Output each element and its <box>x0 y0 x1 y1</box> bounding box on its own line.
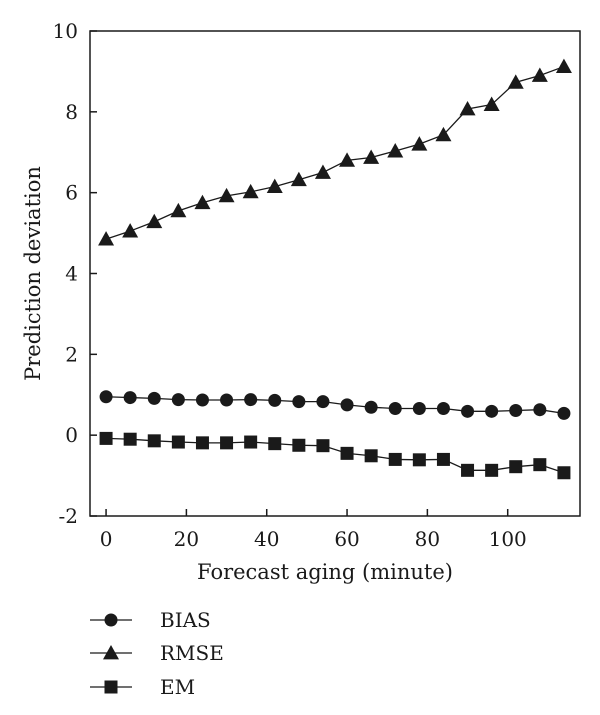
data-point-em <box>195 436 209 450</box>
data-point-bias <box>533 403 547 417</box>
data-point-em <box>316 439 330 453</box>
data-point-rmse <box>387 143 404 158</box>
data-point-em <box>485 463 499 477</box>
data-point-em <box>99 431 113 445</box>
data-point-rmse <box>435 126 452 142</box>
data-point-em <box>557 466 571 480</box>
data-point-em <box>340 446 354 460</box>
y-tick-label: 2 <box>65 342 78 366</box>
data-point-rmse <box>266 178 283 194</box>
data-point-rmse <box>98 231 115 246</box>
x-tick-label: 20 <box>174 527 199 551</box>
data-point-bias <box>195 393 209 407</box>
data-point-rmse <box>290 171 307 187</box>
data-point-rmse <box>122 223 139 238</box>
x-tick-label: 40 <box>254 527 279 551</box>
data-point-rmse <box>507 74 524 89</box>
data-point-rmse <box>146 213 163 229</box>
data-point-bias <box>292 395 306 409</box>
data-point-bias <box>268 393 282 407</box>
data-point-bias <box>171 393 185 407</box>
data-point-rmse <box>411 136 428 151</box>
x-tick-label: 100 <box>489 527 527 551</box>
data-point-bias <box>99 390 113 404</box>
y-tick-label: 4 <box>65 262 78 286</box>
x-tick-label: 80 <box>415 527 440 551</box>
y-tick-label: 8 <box>65 100 78 124</box>
legend-label-bias: BIAS <box>160 608 211 632</box>
data-point-em <box>412 453 426 467</box>
legend-label-rmse: RMSE <box>160 641 224 665</box>
data-point-em <box>436 452 450 466</box>
data-point-bias <box>412 401 426 415</box>
data-point-em <box>123 432 137 446</box>
data-point-bias <box>340 398 354 412</box>
data-point-bias <box>220 393 234 407</box>
data-point-em <box>220 436 234 450</box>
data-point-bias <box>123 391 137 405</box>
data-point-bias <box>364 400 378 414</box>
data-point-em <box>461 463 475 477</box>
legend-marker-bias <box>104 613 118 627</box>
plot-frame <box>89 30 581 517</box>
data-point-bias <box>244 393 258 407</box>
data-point-bias <box>316 395 330 409</box>
data-point-bias <box>557 406 571 420</box>
data-point-em <box>171 435 185 449</box>
y-tick-label: 6 <box>65 181 78 205</box>
data-point-rmse <box>218 187 235 203</box>
data-point-rmse <box>531 67 548 82</box>
data-point-rmse <box>339 152 356 167</box>
data-point-em <box>533 458 547 472</box>
data-point-rmse <box>194 194 211 210</box>
data-point-em <box>244 435 258 449</box>
data-point-bias <box>509 404 523 418</box>
data-point-em <box>268 437 282 451</box>
legend-label-em: EM <box>160 675 195 699</box>
x-tick-label: 60 <box>334 527 359 551</box>
x-axis-title: Forecast aging (minute) <box>197 560 453 584</box>
data-point-em <box>364 449 378 463</box>
y-tick-label: 10 <box>53 19 78 43</box>
data-point-em <box>509 460 523 474</box>
data-point-em <box>292 438 306 452</box>
legend-marker-em <box>104 680 118 694</box>
legend-marker-rmse <box>103 645 119 660</box>
data-point-em <box>147 434 161 448</box>
data-point-rmse <box>242 183 259 199</box>
y-axis-title: Prediction deviation <box>21 166 45 381</box>
data-point-rmse <box>483 96 500 111</box>
data-point-rmse <box>170 202 187 218</box>
data-point-em <box>388 452 402 466</box>
x-tick-label: 0 <box>100 527 113 551</box>
data-point-bias <box>436 401 450 415</box>
data-point-bias <box>388 401 402 415</box>
data-point-bias <box>461 404 475 418</box>
data-point-rmse <box>555 58 572 73</box>
data-point-bias <box>147 391 161 405</box>
data-point-rmse <box>459 101 476 116</box>
y-tick-label: 0 <box>65 423 78 447</box>
data-point-bias <box>485 404 499 418</box>
y-tick-label: -2 <box>59 504 78 528</box>
data-point-rmse <box>363 149 380 164</box>
data-point-rmse <box>314 164 331 179</box>
